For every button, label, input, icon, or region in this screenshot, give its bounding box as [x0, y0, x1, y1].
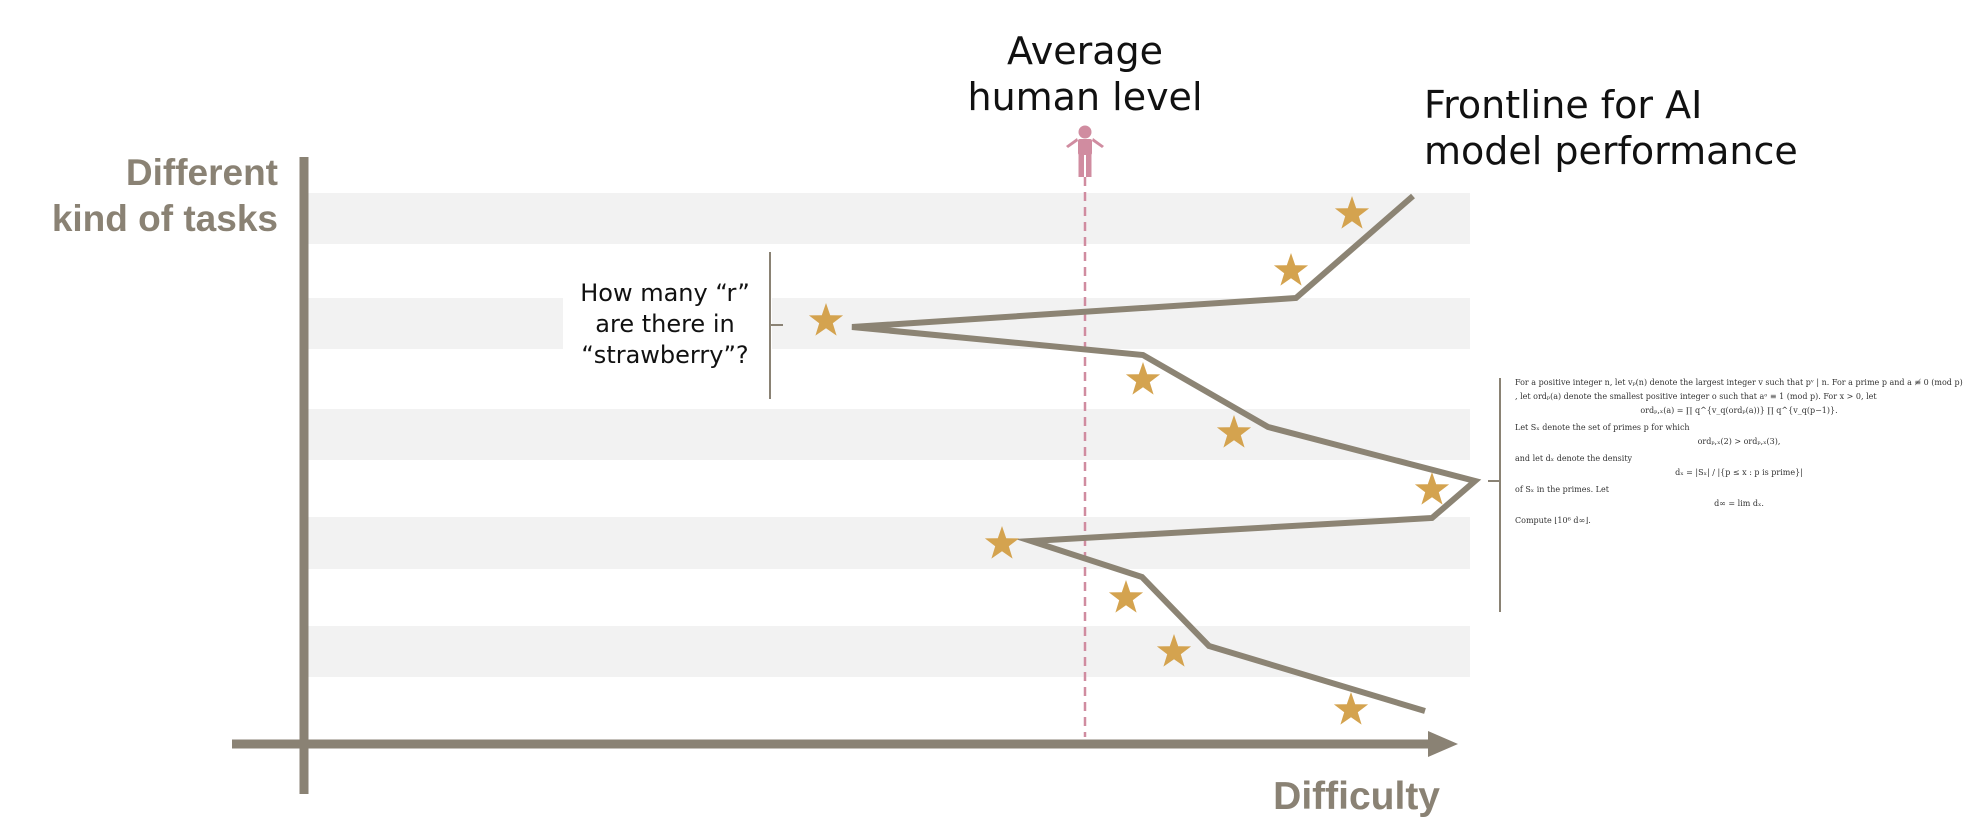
- frontline-label: Frontline for AI model performance: [1424, 83, 1798, 173]
- task-band: [305, 409, 1470, 460]
- star-icon: [1108, 580, 1144, 613]
- person-icon: [1066, 125, 1104, 177]
- frontline-line: [851, 193, 1482, 714]
- callout-bracket-right: [1488, 378, 1501, 612]
- math-text: , let ordₚ(a) denote the smallest positi…: [1515, 392, 1877, 401]
- task-band: [305, 193, 1470, 244]
- math-problem: For a positive integer n, let vₚ(n) deno…: [1515, 377, 1963, 529]
- x-axis-label: Difficulty: [1273, 775, 1440, 818]
- math-formula: ordₚ,ₓ(2) > ordₚ,ₓ(3),: [1697, 437, 1781, 446]
- star-icon: [1216, 415, 1252, 448]
- star-icon: [1333, 692, 1369, 725]
- math-text: For a positive integer n, let vₚ(n) deno…: [1515, 378, 1963, 387]
- star-icon: [1334, 196, 1370, 229]
- star-icon: [1273, 253, 1309, 286]
- human-level-label: Average human level: [967, 29, 1203, 119]
- star-icon: [1156, 634, 1192, 667]
- math-text: and let dₓ denote the density: [1515, 454, 1633, 463]
- star-icon: [984, 526, 1020, 559]
- math-text: of Sₓ in the primes. Let: [1515, 485, 1609, 494]
- task-stars: [808, 196, 1450, 725]
- task-bands: [305, 193, 1470, 677]
- strawberry-question: How many “r” are there in “strawberry”?: [580, 279, 750, 369]
- math-formula: d∞ = lim dₓ.: [1714, 499, 1764, 508]
- math-text: Compute ⌊10⁶ d∞⌋.: [1515, 516, 1591, 525]
- math-text: Let Sₓ denote the set of primes p for wh…: [1515, 423, 1690, 432]
- star-icon: [1414, 472, 1450, 505]
- x-axis-arrowhead: [1428, 731, 1458, 757]
- math-formula: ordₚ,ₓ(a) = ∏ q^{v_q(ordₚ(a))} ∏ q^{v_q(…: [1640, 406, 1838, 415]
- callout-bracket-left: [769, 252, 783, 399]
- math-formula: dₓ = |Sₓ| / |{p ≤ x : p is prime}|: [1675, 468, 1803, 477]
- y-axis-label: Different kind of tasks: [51, 152, 278, 239]
- star-icon: [808, 303, 844, 336]
- task-band: [305, 298, 563, 349]
- star-icon: [1125, 362, 1161, 395]
